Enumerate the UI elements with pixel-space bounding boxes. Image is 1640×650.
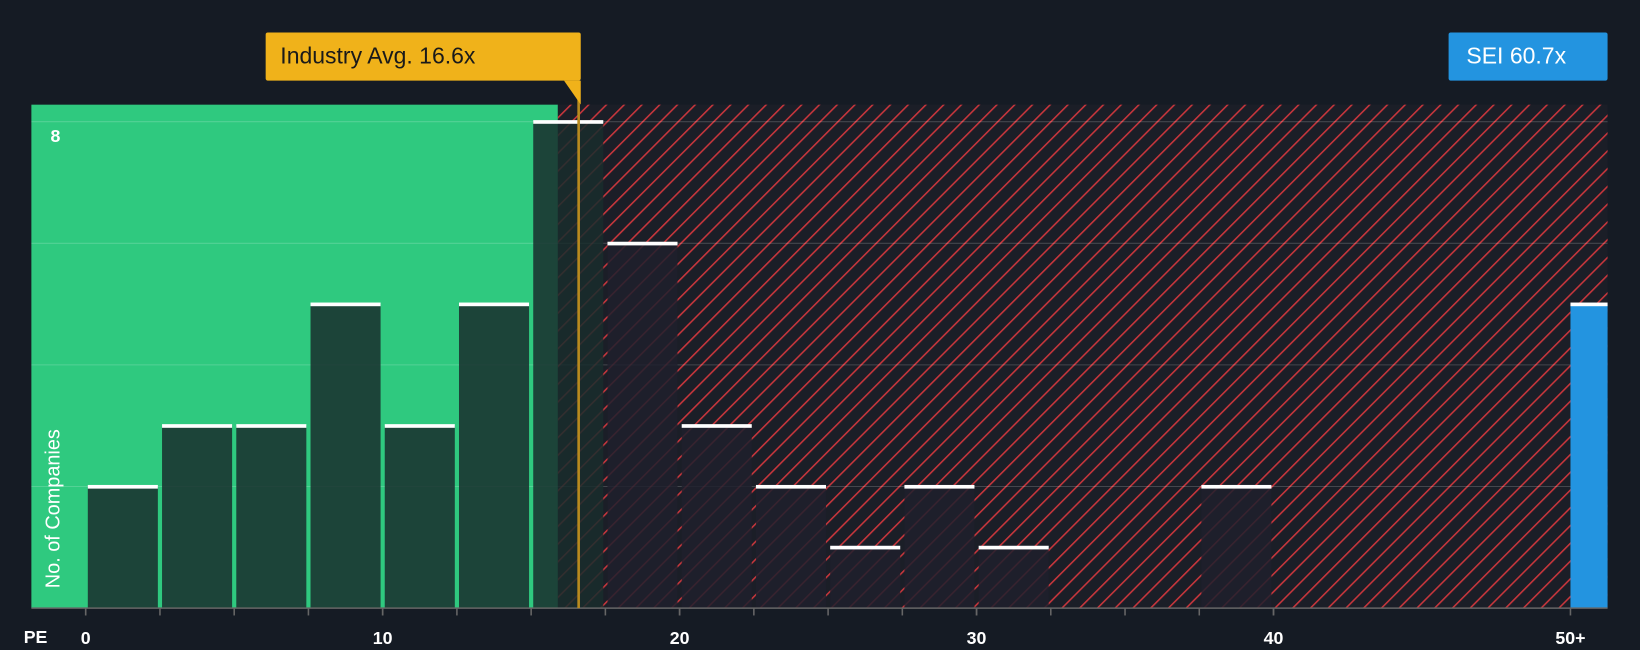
bar-cap bbox=[978, 545, 1049, 550]
bar-cap bbox=[458, 302, 530, 307]
x-axis-label: PE bbox=[24, 627, 48, 647]
company-bar bbox=[1570, 304, 1608, 609]
bar bbox=[384, 425, 455, 609]
bar-cap bbox=[87, 484, 158, 489]
bar-cap bbox=[904, 484, 975, 489]
x-tick-label: 50+ bbox=[1555, 628, 1585, 648]
x-tick-label: 0 bbox=[81, 628, 91, 648]
bar-cap bbox=[533, 120, 604, 124]
bar-cap bbox=[384, 424, 455, 428]
bar bbox=[236, 425, 307, 609]
x-tick-label: 10 bbox=[373, 628, 393, 648]
bar bbox=[1201, 486, 1272, 609]
bar-cap bbox=[162, 424, 233, 428]
industry-avg-pointer bbox=[564, 80, 581, 105]
bar bbox=[978, 547, 1049, 609]
bar bbox=[904, 486, 975, 609]
bar bbox=[458, 304, 530, 609]
y-tick-label: 8 bbox=[50, 126, 60, 146]
bar bbox=[681, 425, 752, 609]
bar bbox=[162, 425, 233, 609]
x-tick-label: 20 bbox=[670, 628, 690, 648]
bar bbox=[533, 121, 604, 609]
bar-cap bbox=[1201, 484, 1272, 489]
y-axis-label: No. of Companies bbox=[43, 429, 65, 588]
bar bbox=[755, 486, 826, 609]
bar-cap bbox=[755, 484, 826, 489]
x-tick-label: 40 bbox=[1264, 628, 1284, 648]
bar bbox=[87, 486, 158, 609]
bar bbox=[607, 243, 678, 609]
company-label: SEI 60.7x bbox=[1466, 43, 1566, 69]
bar bbox=[830, 547, 901, 609]
bar-cap bbox=[1570, 302, 1608, 307]
industry-avg-box bbox=[265, 32, 581, 81]
bar-cap bbox=[830, 545, 901, 550]
x-tick-label: 30 bbox=[967, 628, 987, 648]
industry-avg-label: Industry Avg. 16.6x bbox=[280, 43, 476, 69]
bar-cap bbox=[681, 424, 752, 428]
bar-cap bbox=[236, 424, 307, 428]
company-box bbox=[1448, 32, 1608, 81]
bar-cap bbox=[310, 302, 381, 307]
bar-cap bbox=[607, 241, 678, 246]
bar bbox=[310, 304, 381, 609]
